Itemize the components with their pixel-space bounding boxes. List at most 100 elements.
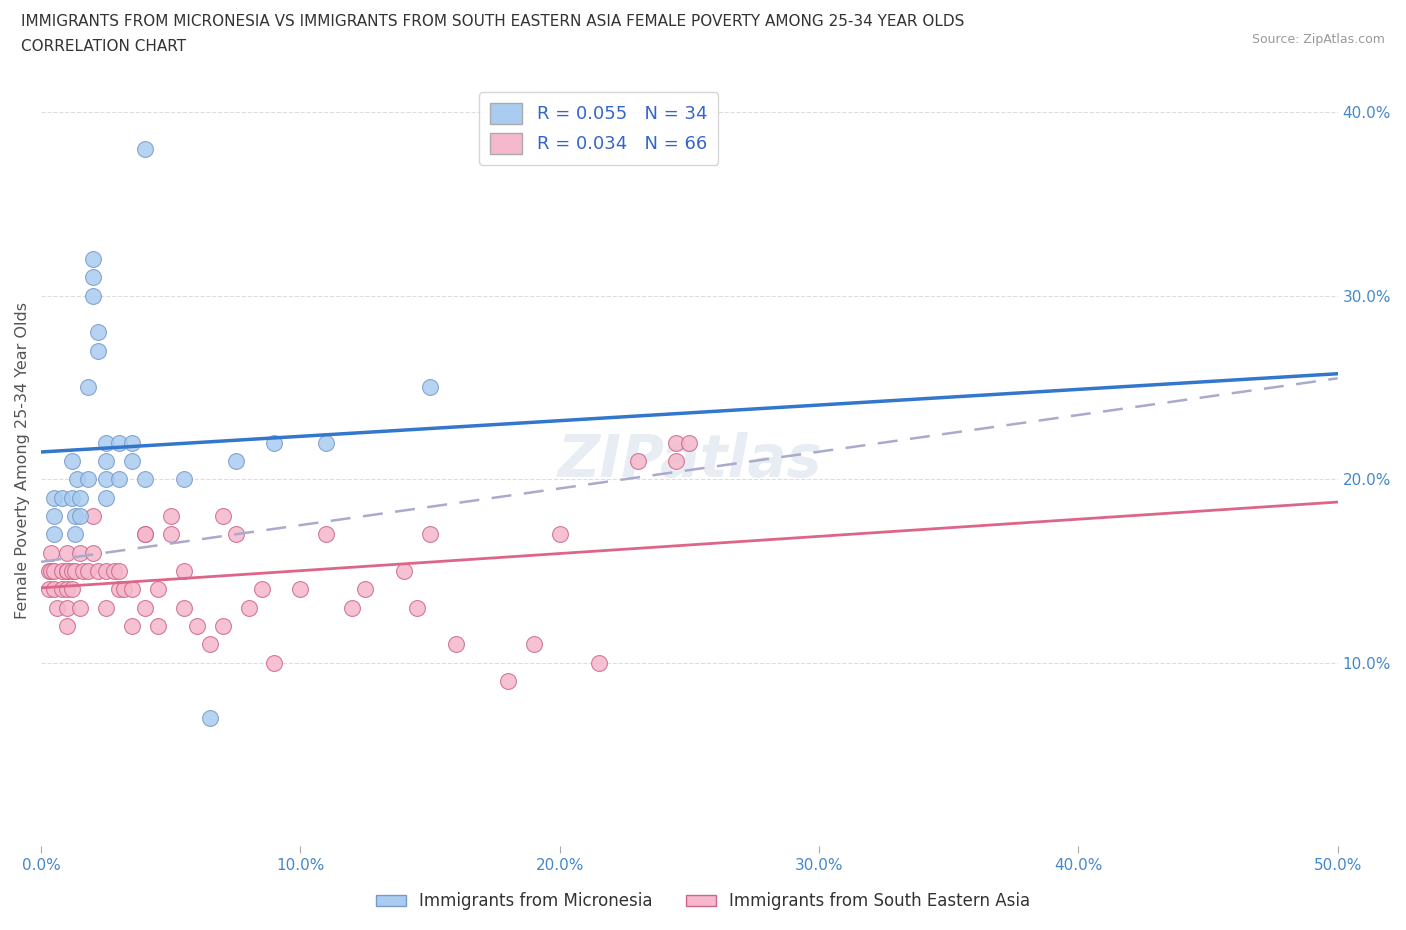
- Point: [548, 527, 571, 542]
- Point: [56, 582, 79, 597]
- Point: [94, 472, 117, 486]
- Point: [45, 600, 67, 615]
- Point: [42, 490, 65, 505]
- Point: [173, 472, 195, 486]
- Point: [225, 454, 247, 469]
- Point: [211, 509, 233, 524]
- Point: [56, 618, 79, 633]
- Point: [76, 472, 98, 486]
- Point: [94, 490, 117, 505]
- Point: [60, 582, 83, 597]
- Point: [678, 435, 700, 450]
- Point: [146, 618, 169, 633]
- Point: [76, 380, 98, 395]
- Legend: R = 0.055   N = 34, R = 0.034   N = 66: R = 0.055 N = 34, R = 0.034 N = 66: [479, 92, 718, 165]
- Point: [51, 582, 73, 597]
- Point: [250, 582, 273, 597]
- Point: [146, 582, 169, 597]
- Point: [342, 600, 364, 615]
- Point: [121, 435, 143, 450]
- Point: [82, 288, 104, 303]
- Point: [103, 564, 125, 578]
- Point: [238, 600, 260, 615]
- Text: ZIPatlas: ZIPatlas: [557, 432, 821, 489]
- Point: [56, 564, 79, 578]
- Point: [523, 637, 546, 652]
- Point: [69, 490, 91, 505]
- Point: [263, 435, 285, 450]
- Legend: Immigrants from Micronesia, Immigrants from South Eastern Asia: Immigrants from Micronesia, Immigrants f…: [368, 885, 1038, 917]
- Point: [87, 564, 110, 578]
- Text: Source: ZipAtlas.com: Source: ZipAtlas.com: [1251, 33, 1385, 46]
- Point: [42, 582, 65, 597]
- Point: [290, 582, 312, 597]
- Point: [406, 600, 429, 615]
- Point: [315, 527, 337, 542]
- Point: [159, 509, 181, 524]
- Point: [63, 509, 86, 524]
- Point: [173, 600, 195, 615]
- Point: [42, 564, 65, 578]
- Point: [56, 600, 79, 615]
- Point: [121, 454, 143, 469]
- Point: [56, 564, 79, 578]
- Point: [51, 564, 73, 578]
- Point: [51, 490, 73, 505]
- Point: [121, 618, 143, 633]
- Point: [315, 435, 337, 450]
- Text: CORRELATION CHART: CORRELATION CHART: [21, 39, 186, 54]
- Point: [134, 141, 156, 156]
- Point: [38, 582, 60, 597]
- Point: [42, 527, 65, 542]
- Point: [56, 545, 79, 560]
- Point: [159, 527, 181, 542]
- Point: [112, 582, 135, 597]
- Point: [94, 454, 117, 469]
- Point: [94, 564, 117, 578]
- Point: [665, 454, 688, 469]
- Point: [87, 343, 110, 358]
- Point: [60, 454, 83, 469]
- Point: [60, 490, 83, 505]
- Point: [198, 711, 221, 725]
- Point: [263, 656, 285, 671]
- Point: [392, 564, 415, 578]
- Point: [82, 545, 104, 560]
- Point: [87, 325, 110, 339]
- Point: [198, 637, 221, 652]
- Point: [186, 618, 208, 633]
- Point: [72, 564, 94, 578]
- Point: [134, 472, 156, 486]
- Point: [134, 527, 156, 542]
- Text: IMMIGRANTS FROM MICRONESIA VS IMMIGRANTS FROM SOUTH EASTERN ASIA FEMALE POVERTY : IMMIGRANTS FROM MICRONESIA VS IMMIGRANTS…: [21, 14, 965, 29]
- Point: [94, 435, 117, 450]
- Point: [173, 564, 195, 578]
- Point: [665, 435, 688, 450]
- Point: [134, 600, 156, 615]
- Point: [41, 564, 63, 578]
- Y-axis label: Female Poverty Among 25-34 Year Olds: Female Poverty Among 25-34 Year Olds: [15, 302, 30, 619]
- Point: [108, 435, 131, 450]
- Point: [225, 527, 247, 542]
- Point: [496, 673, 519, 688]
- Point: [134, 527, 156, 542]
- Point: [41, 545, 63, 560]
- Point: [354, 582, 377, 597]
- Point: [66, 472, 89, 486]
- Point: [82, 270, 104, 285]
- Point: [38, 564, 60, 578]
- Point: [419, 380, 441, 395]
- Point: [42, 509, 65, 524]
- Point: [444, 637, 467, 652]
- Point: [121, 582, 143, 597]
- Point: [63, 564, 86, 578]
- Point: [69, 545, 91, 560]
- Point: [211, 618, 233, 633]
- Point: [108, 564, 131, 578]
- Point: [63, 527, 86, 542]
- Point: [419, 527, 441, 542]
- Point: [626, 454, 648, 469]
- Point: [76, 564, 98, 578]
- Point: [82, 251, 104, 266]
- Point: [108, 582, 131, 597]
